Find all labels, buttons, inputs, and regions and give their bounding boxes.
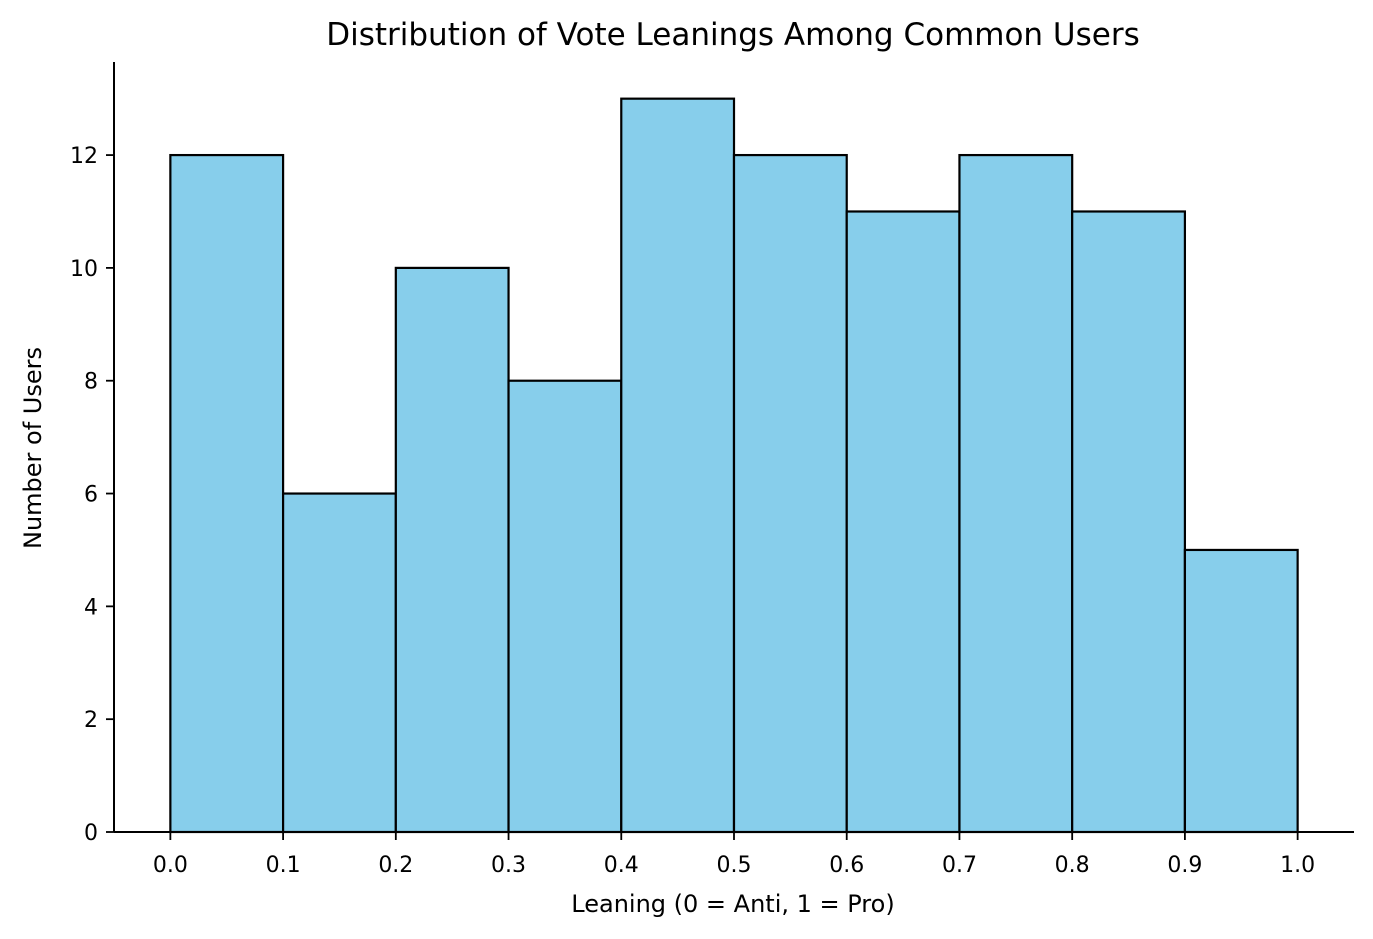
x-tick-label: 0.7: [942, 853, 977, 878]
histogram-bar: [1183, 548, 1299, 834]
y-tick-label: 10: [70, 257, 98, 282]
y-tick-label: 6: [84, 483, 98, 508]
y-axis-label: Number of Users: [19, 347, 47, 549]
histogram-bar: [394, 266, 510, 834]
histogram-bar: [281, 492, 397, 834]
histogram-bar: [507, 379, 623, 834]
y-tick-label: 12: [70, 144, 98, 169]
y-tick-label: 2: [84, 708, 98, 733]
x-tick-label: 1.0: [1280, 853, 1315, 878]
chart-title: Distribution of Vote Leanings Among Comm…: [326, 17, 1140, 53]
histogram-bar: [620, 97, 736, 834]
y-axis-ticks: 0 2 4 6 8 10 12: [70, 144, 114, 846]
x-tick-label: 0.5: [717, 853, 752, 878]
x-tick-label: 0.1: [266, 853, 301, 878]
histogram-bar: [845, 210, 961, 834]
x-tick-label: 0.3: [491, 853, 526, 878]
x-tick-label: 0.9: [1167, 853, 1202, 878]
bars-group: [169, 97, 1299, 834]
x-tick-label: 0.2: [378, 853, 413, 878]
x-tick-label: 0.4: [604, 853, 639, 878]
x-axis-label: Leaning (0 = Anti, 1 = Pro): [571, 890, 894, 918]
x-tick-label: 0.8: [1055, 853, 1090, 878]
y-tick-label: 4: [84, 595, 98, 620]
x-tick-label: 0.0: [153, 853, 188, 878]
histogram-bar: [958, 153, 1074, 834]
histogram-bar: [169, 153, 285, 834]
x-tick-label: 0.6: [829, 853, 864, 878]
histogram-bar: [1071, 210, 1187, 834]
x-axis-ticks: 0.0 0.1 0.2 0.3 0.4 0.5 0.6 0.7 0.8 0.9 1.0: [153, 832, 1315, 878]
histogram-bar: [732, 153, 848, 834]
y-tick-label: 0: [84, 821, 98, 846]
y-tick-label: 8: [84, 370, 98, 395]
